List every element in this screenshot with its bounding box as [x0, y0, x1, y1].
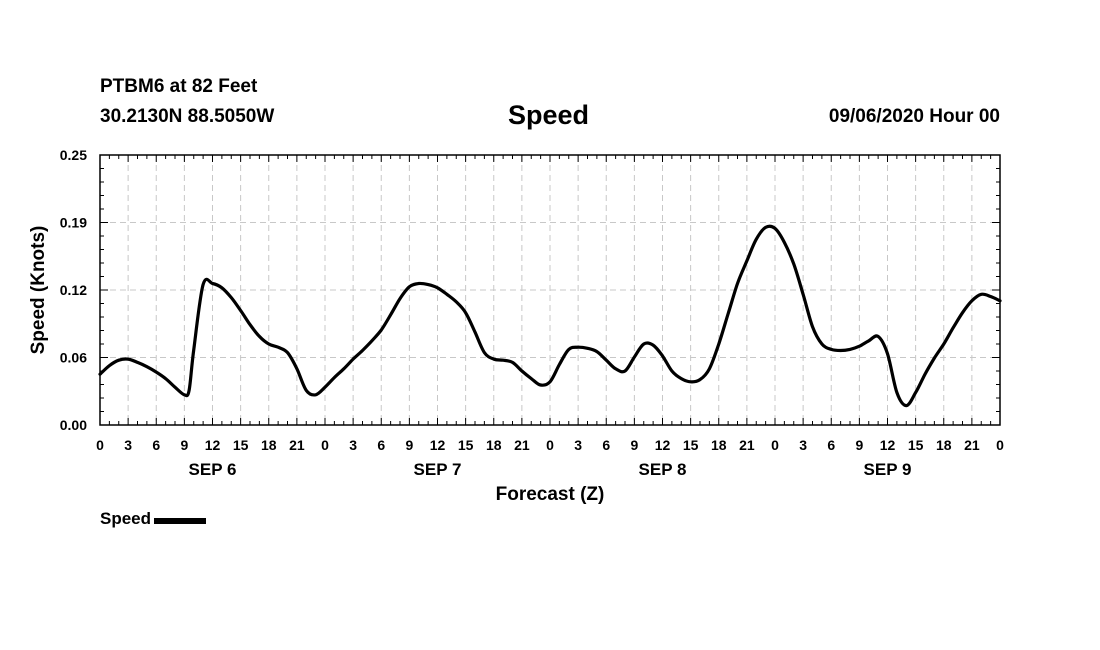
y-tick-label: 0.00 [60, 417, 87, 433]
forecast-datetime: 09/06/2020 Hour 00 [828, 106, 1000, 127]
x-tick-label: 3 [799, 437, 807, 453]
x-tick-label: 9 [405, 437, 413, 453]
series-layer [98, 224, 1002, 408]
x-tick-label: 0 [546, 437, 554, 453]
x-tick-label: 0 [771, 437, 779, 453]
x-tick-label: 6 [827, 437, 835, 453]
legend: Speed [100, 509, 207, 529]
x-day-label: SEP 9 [864, 460, 912, 479]
x-tick-label: 21 [739, 437, 755, 453]
grid-lines [100, 155, 1000, 425]
x-tick-label: 6 [377, 437, 385, 453]
x-tick-label: 12 [880, 437, 896, 453]
legend-label: Speed [100, 509, 152, 528]
legend-line-swatch [154, 518, 207, 524]
x-tick-label: 21 [514, 437, 530, 453]
x-tick-label: 3 [349, 437, 357, 453]
x-tick-label: 0 [96, 437, 104, 453]
x-tick-label: 3 [574, 437, 582, 453]
station-name: PTBM6 at 82 Feet [100, 76, 258, 97]
x-tick-label: 12 [430, 437, 446, 453]
axis-labels: 0 3 6 9 12 15 18 21 0 3 6 9 12 15 18 21 0 3 6 9 12 15 18 21 0 3 6 9… [60, 147, 1004, 479]
x-tick-label: 6 [602, 437, 610, 453]
y-tick-label: 0.06 [60, 350, 87, 366]
x-day-label: SEP 6 [189, 460, 237, 479]
y-tick-label: 0.12 [60, 282, 87, 298]
x-tick-label: 15 [233, 437, 249, 453]
x-tick-label: 15 [908, 437, 924, 453]
x-tick-label: 12 [655, 437, 671, 453]
x-day-label: SEP 7 [414, 460, 462, 479]
x-tick-label: 0 [996, 437, 1004, 453]
x-tick-label: 15 [683, 437, 699, 453]
series-line-speed [98, 224, 1002, 408]
x-tick-label: 18 [261, 437, 277, 453]
x-tick-label: 9 [855, 437, 863, 453]
x-tick-label: 3 [124, 437, 132, 453]
station-coordinates: 30.2130N 88.5050W [100, 106, 275, 127]
x-tick-label: 12 [205, 437, 221, 453]
x-tick-label: 18 [936, 437, 952, 453]
x-tick-label: 9 [630, 437, 638, 453]
y-tick-label: 0.19 [60, 215, 87, 231]
x-tick-label: 0 [321, 437, 329, 453]
x-tick-label: 6 [152, 437, 160, 453]
x-tick-label: 15 [458, 437, 474, 453]
x-axis-title: Forecast (Z) [496, 484, 605, 505]
x-day-label: SEP 8 [639, 460, 687, 479]
y-tick-label: 0.25 [60, 147, 87, 163]
x-tick-label: 9 [180, 437, 188, 453]
x-tick-label: 21 [964, 437, 980, 453]
y-axis-title: Speed (Knots) [28, 226, 49, 355]
x-tick-label: 18 [711, 437, 727, 453]
axis-ticks [99, 154, 1001, 426]
x-tick-label: 18 [486, 437, 502, 453]
x-tick-label: 21 [289, 437, 305, 453]
chart-title: Speed [508, 100, 590, 130]
